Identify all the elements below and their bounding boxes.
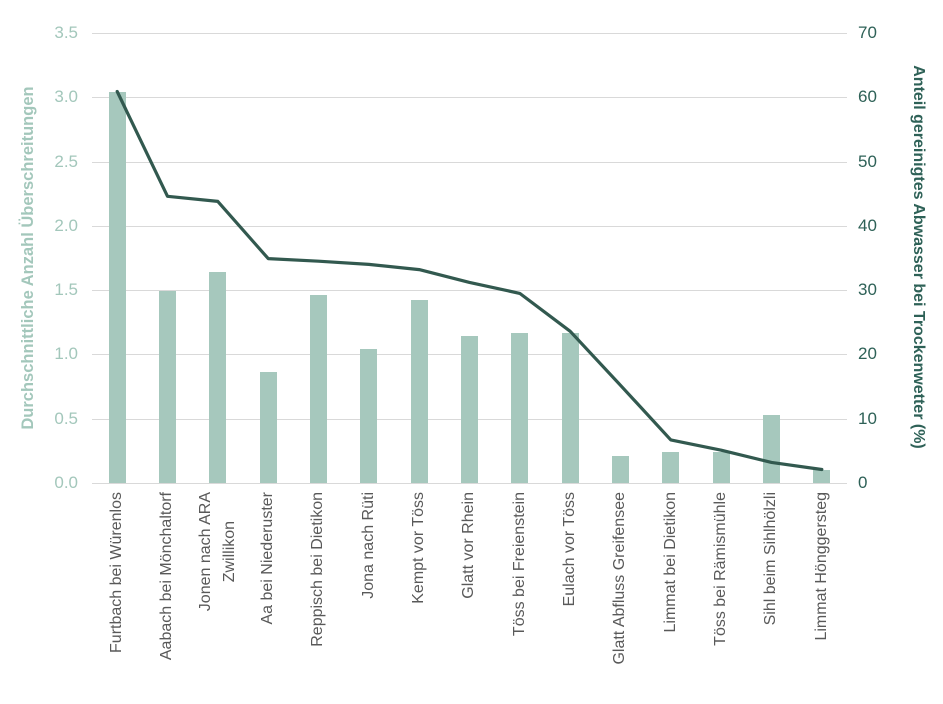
y-tick-label-left: 0.5: [54, 408, 78, 428]
line-series: [115, 89, 824, 472]
x-category-label: Jonen nach ARA Zwillikon: [196, 492, 238, 612]
x-category-label: Töss bei Rämismühle: [712, 492, 730, 646]
x-category-label: Glatt Abfluss Greifensee: [611, 492, 629, 665]
x-category-label: Jona nach Rüti: [359, 492, 377, 599]
gridline: [92, 97, 847, 99]
x-category-label: Furtbach bei Würenlos: [108, 492, 126, 653]
line-series-layer: [115, 89, 824, 472]
bar: [108, 92, 126, 483]
y-tick-label-right: 50: [858, 151, 877, 171]
y-tick-label-left: 2.5: [54, 151, 78, 171]
gridline: [92, 225, 847, 227]
y-tick-label-right: 60: [858, 87, 877, 107]
x-category-label: Aa bei Niederuster: [259, 492, 277, 625]
x-category-label: Töss bei Freienstein: [510, 492, 528, 637]
bar: [310, 295, 327, 483]
x-category-label: Limmat bei Dietikon: [661, 492, 679, 633]
x-category-label: Sihl beim Sihlhölzli: [762, 492, 780, 626]
y-tick-label-right: 40: [858, 215, 877, 235]
bar: [813, 470, 831, 483]
y-tick-label-right: 30: [858, 280, 877, 300]
gridline: [92, 161, 847, 163]
bar: [712, 452, 730, 483]
bar: [259, 372, 277, 483]
y-tick-label-left: 2.0: [54, 215, 78, 235]
y-tick-label-left: 3.5: [54, 23, 78, 42]
gridline: [92, 483, 847, 484]
x-category-label: Limmat Hönggersteg: [812, 492, 830, 641]
plot-area: [92, 33, 847, 484]
bar: [511, 332, 529, 483]
y-tick-label-left: 1.5: [54, 280, 78, 300]
bar: [159, 291, 176, 483]
bar: [612, 456, 629, 483]
bar: [410, 300, 428, 483]
bar: [561, 332, 579, 483]
y-tick-label-right: 70: [858, 23, 877, 42]
bar: [461, 336, 478, 483]
x-category-label: Glatt vor Rhein: [460, 492, 478, 599]
y-tick-label-left: 1.0: [54, 344, 78, 364]
x-category-label: Reppisch bei Dietikon: [309, 492, 327, 647]
y-tick-label-right: 0: [858, 473, 868, 492]
y-tick-label-right: 10: [858, 408, 877, 428]
bar: [209, 272, 227, 483]
x-category-label: Eulach vor Töss: [561, 492, 579, 607]
y-tick-label-right: 20: [858, 344, 877, 364]
gridline: [92, 290, 847, 292]
y-tick-label-left: 0.0: [54, 473, 78, 492]
bar: [662, 452, 680, 483]
gridline: [92, 33, 847, 34]
x-category-label: Aabach bei Mönchaltorf: [158, 492, 176, 661]
bar: [763, 414, 780, 483]
x-category-label: Kempt vor Töss: [410, 492, 428, 604]
bar: [360, 349, 378, 483]
y-tick-label-left: 3.0: [54, 87, 78, 107]
